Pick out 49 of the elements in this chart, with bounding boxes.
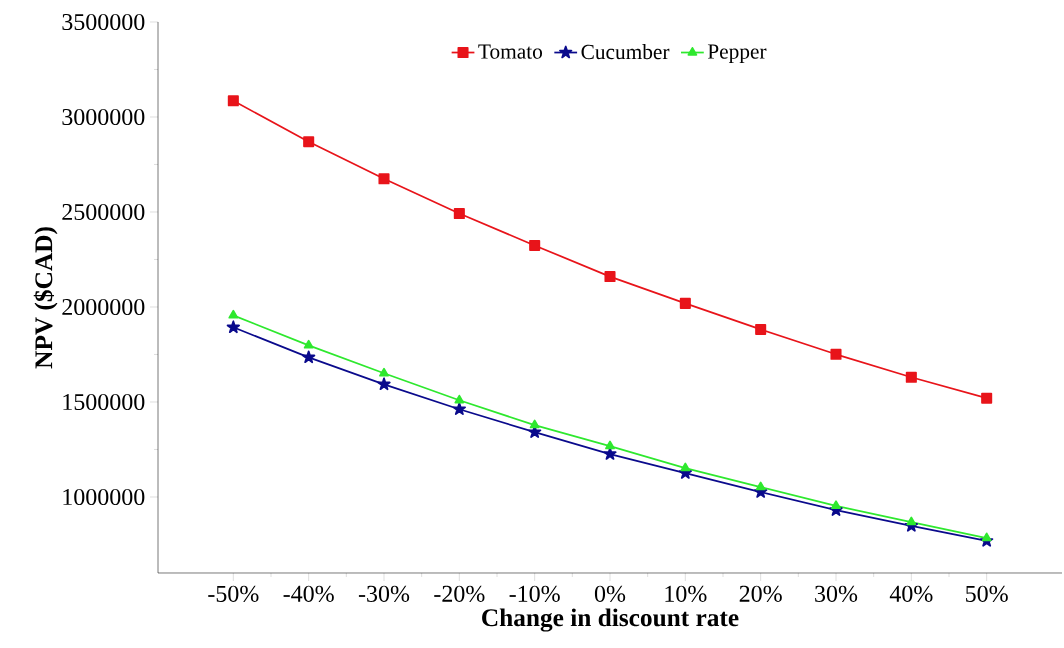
point	[830, 348, 842, 360]
point	[604, 271, 616, 283]
x-tick-label: 30%	[815, 585, 858, 602]
x-tick-label: -20%	[434, 585, 485, 602]
point	[906, 516, 917, 526]
point	[905, 371, 917, 383]
point	[679, 297, 691, 309]
x-tick-label: 20%	[739, 585, 782, 602]
x-tick-label: -30%	[358, 585, 410, 602]
point	[529, 239, 541, 251]
y-tick-label: 3000000	[62, 108, 145, 126]
y-tick-label: 1500000	[63, 393, 145, 411]
point	[981, 532, 992, 542]
y-axis-title: NPV ($CAD)	[33, 227, 58, 369]
point	[452, 402, 466, 415]
point	[755, 481, 766, 491]
point	[379, 367, 389, 377]
point	[228, 309, 239, 319]
point	[378, 173, 390, 185]
point	[226, 320, 240, 334]
point	[303, 339, 314, 349]
point	[377, 377, 391, 391]
x-tick-label: 0%	[594, 585, 626, 602]
x-tick-label: 40%	[889, 585, 933, 602]
point	[529, 419, 540, 429]
x-axis-title: Change in discount rate	[482, 608, 739, 632]
legend-label: Cucumber	[581, 44, 670, 60]
x-tick-label: 10%	[665, 585, 707, 602]
x-tick-label: -10%	[509, 585, 560, 602]
x-tick-label: 50%	[966, 585, 1008, 602]
point	[680, 462, 691, 472]
point	[454, 394, 465, 404]
point	[302, 350, 316, 364]
y-tick-label: 1000000	[63, 488, 145, 506]
y-tick-label: 3500000	[62, 13, 145, 31]
y-tick-label: 2500000	[62, 203, 145, 221]
point	[603, 447, 617, 460]
legend-label: Pepper	[707, 44, 767, 64]
point	[981, 392, 993, 404]
x-tick-label: -40%	[283, 585, 334, 602]
point	[303, 136, 315, 148]
x-tick-label: -50%	[208, 585, 259, 602]
point	[227, 95, 239, 107]
point	[605, 440, 615, 450]
point	[453, 207, 465, 220]
point	[831, 500, 841, 510]
point	[755, 323, 767, 335]
y-tick-label: 2000000	[62, 298, 145, 316]
legend-label: Tomato	[478, 44, 543, 59]
